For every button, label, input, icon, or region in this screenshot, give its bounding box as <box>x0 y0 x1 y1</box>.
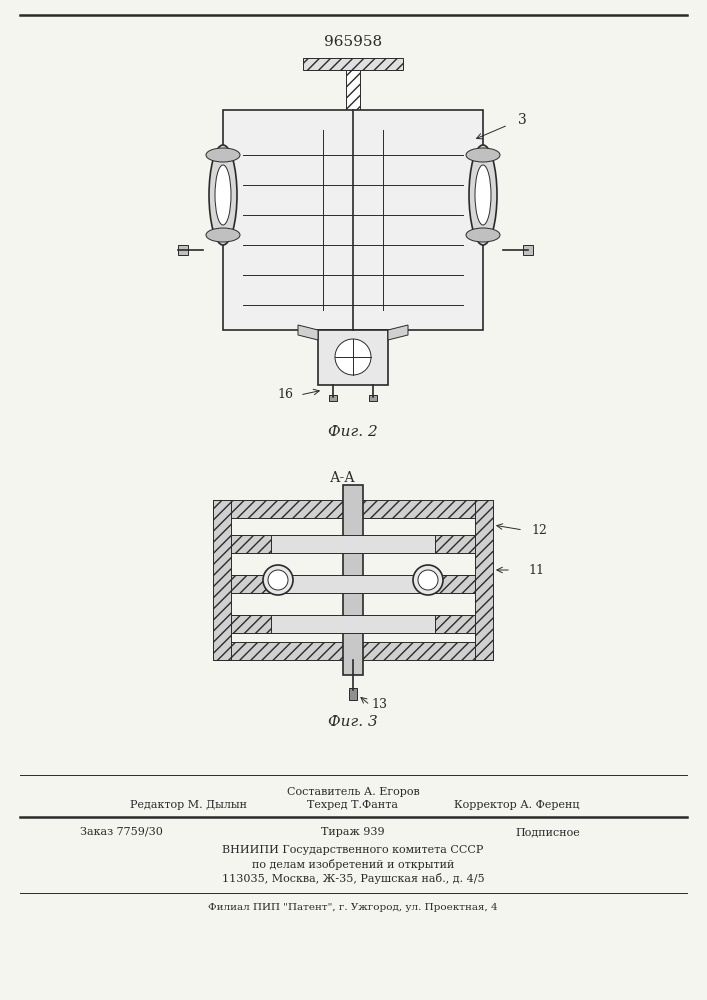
Text: 13: 13 <box>371 698 387 712</box>
Polygon shape <box>298 325 318 340</box>
Bar <box>369 395 377 401</box>
Text: Фиг. 3: Фиг. 3 <box>328 715 378 729</box>
Bar <box>318 330 388 385</box>
Bar <box>213 500 231 660</box>
Bar <box>349 688 357 700</box>
Bar <box>475 500 493 660</box>
Bar <box>303 58 403 70</box>
Circle shape <box>335 339 371 375</box>
Text: 113035, Москва, Ж-35, Раушская наб., д. 4/5: 113035, Москва, Ж-35, Раушская наб., д. … <box>222 873 484 884</box>
Ellipse shape <box>206 148 240 162</box>
Circle shape <box>418 570 438 590</box>
Text: 11: 11 <box>528 564 544 576</box>
Text: Техред Т.Фанта: Техред Т.Фанта <box>308 800 399 810</box>
Bar <box>231 535 475 553</box>
Bar <box>435 575 475 593</box>
Text: Филиал ПИП "Патент", г. Ужгород, ул. Проектная, 4: Филиал ПИП "Патент", г. Ужгород, ул. Про… <box>208 903 498 912</box>
Bar <box>346 70 360 110</box>
Ellipse shape <box>206 228 240 242</box>
Text: Редактор М. Дылын: Редактор М. Дылын <box>130 800 247 810</box>
Bar <box>231 575 271 593</box>
Bar <box>178 245 188 255</box>
Ellipse shape <box>466 228 500 242</box>
Bar <box>213 642 493 660</box>
Polygon shape <box>388 325 408 340</box>
Text: Фиг. 2: Фиг. 2 <box>328 425 378 439</box>
Bar <box>213 500 493 518</box>
Text: Составитель А. Егоров: Составитель А. Егоров <box>286 787 419 797</box>
Bar <box>231 575 475 593</box>
Ellipse shape <box>475 165 491 225</box>
Text: Тираж 939: Тираж 939 <box>321 827 385 837</box>
Ellipse shape <box>263 565 293 595</box>
Bar <box>231 535 271 553</box>
Bar <box>223 110 483 330</box>
Ellipse shape <box>413 565 443 595</box>
Text: А-А: А-А <box>330 471 356 485</box>
Bar <box>231 615 271 633</box>
Bar <box>231 615 475 633</box>
Text: Подписное: Подписное <box>515 827 580 837</box>
Ellipse shape <box>469 145 497 245</box>
Ellipse shape <box>466 148 500 162</box>
Ellipse shape <box>209 145 237 245</box>
Bar <box>523 245 533 255</box>
Text: по делам изобретений и открытий: по делам изобретений и открытий <box>252 859 454 870</box>
Text: Заказ 7759/30: Заказ 7759/30 <box>80 827 163 837</box>
Bar <box>343 485 363 675</box>
Text: 3: 3 <box>518 113 527 127</box>
Bar <box>435 615 475 633</box>
Text: 965958: 965958 <box>324 35 382 49</box>
Text: 16: 16 <box>277 388 293 401</box>
Text: Корректор А. Ференц: Корректор А. Ференц <box>455 800 580 810</box>
Bar <box>329 395 337 401</box>
Text: ВНИИПИ Государственного комитета СССР: ВНИИПИ Государственного комитета СССР <box>222 845 484 855</box>
Text: 12: 12 <box>531 524 547 536</box>
Circle shape <box>268 570 288 590</box>
Ellipse shape <box>215 165 231 225</box>
Bar <box>435 535 475 553</box>
